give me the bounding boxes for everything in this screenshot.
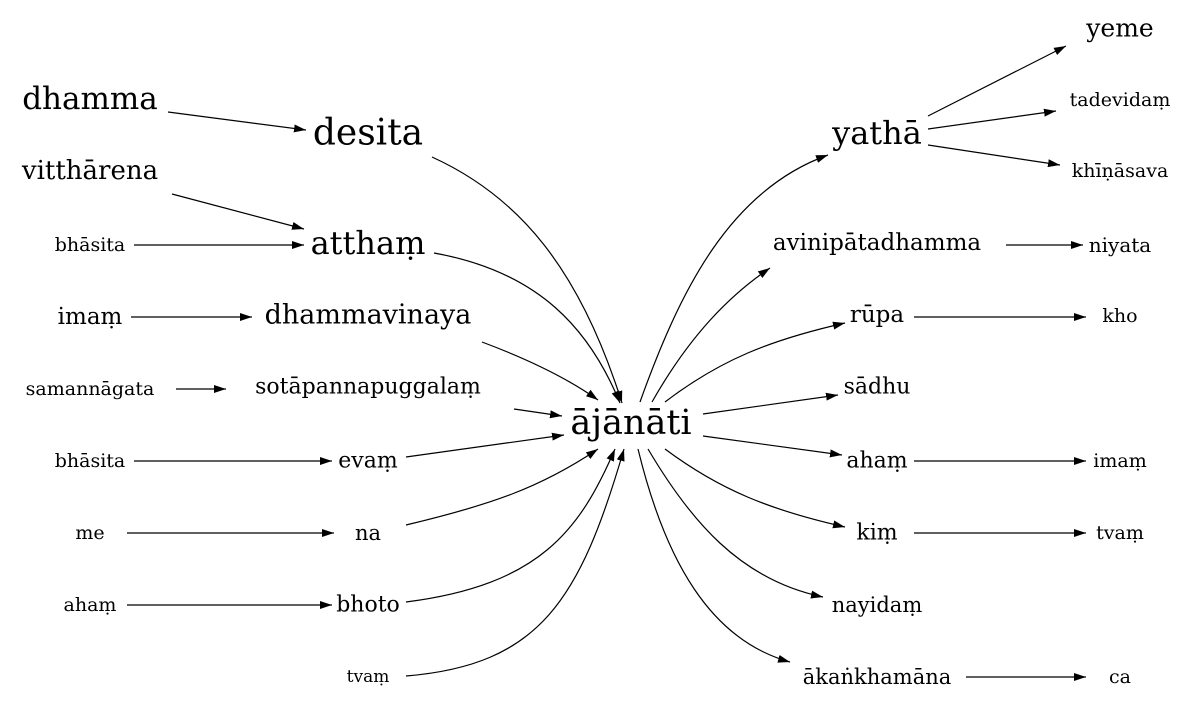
node-me: me <box>75 522 104 544</box>
node-tvam-2: tvaṃ <box>1096 522 1144 544</box>
node-akankhamana: ākaṅkhamāna <box>803 665 952 689</box>
node-vittharena: vitthārena <box>21 156 158 186</box>
edge-na-to-center <box>405 448 599 526</box>
node-na: na <box>355 521 381 545</box>
node-bhasita-1: bhāsita <box>55 234 126 256</box>
node-samannagata: samannāgata <box>26 378 155 400</box>
edge-yatha-to-tadevidam <box>927 108 1057 130</box>
edge-center-to-avinipata <box>651 267 771 403</box>
edge-desita-to-center <box>431 156 623 404</box>
node-desita: desita <box>313 113 423 154</box>
node-imam-1: imaṃ <box>58 304 123 330</box>
node-khinasava: khīṇāsava <box>1072 160 1169 182</box>
edge-center-to-kim <box>664 448 846 529</box>
node-aham-1: ahaṃ <box>64 594 117 616</box>
node-ca: ca <box>1109 666 1131 688</box>
node-niyata: niyata <box>1089 233 1152 257</box>
node-tadevidam: tadevidaṃ <box>1070 89 1171 111</box>
node-aham-2: ahaṃ <box>846 449 907 474</box>
node-bhasita-2: bhāsita <box>55 450 126 472</box>
edge-yatha-to-khinasava <box>927 144 1061 168</box>
edge-evam-to-center <box>405 432 565 458</box>
node-attham: atthaṃ <box>311 224 426 262</box>
node-yatha: yathā <box>831 114 922 152</box>
node-dhammavinaya: dhammavinaya <box>265 300 472 331</box>
node-ajanati: ājānāti <box>570 403 691 443</box>
edge-center-to-rupa <box>664 321 846 403</box>
node-tvam-1: tvaṃ <box>347 667 390 687</box>
edges <box>127 45 1086 681</box>
node-yeme: yeme <box>1085 14 1153 43</box>
node-kho: kho <box>1102 305 1137 327</box>
edge-yatha-to-yeme <box>927 45 1067 117</box>
node-avinipatadhamma: avinipātadhamma <box>773 230 981 256</box>
node-sadhu: sādhu <box>844 375 911 400</box>
edge-tvam1-to-center <box>405 448 625 677</box>
edge-center-to-akankhamana <box>637 448 791 663</box>
edge-sotapanna-to-center <box>513 408 563 419</box>
node-nayidam: nayidaṃ <box>832 593 923 617</box>
edge-vittharena-to-attham <box>171 193 305 230</box>
node-rupa: rūpa <box>850 302 905 328</box>
node-sotapannapuggalam: sotāpannapuggalaṃ <box>255 375 481 400</box>
edge-center-to-nayidam <box>647 448 824 599</box>
edge-attham-to-center <box>433 252 621 404</box>
node-dhamma: dhamma <box>22 81 158 117</box>
node-evam: evaṃ <box>338 449 398 474</box>
edge-dhamma-to-desita <box>167 111 307 133</box>
edge-center-to-aham2 <box>702 435 843 458</box>
edge-bhoto-to-center <box>405 448 616 603</box>
node-bhoto: bhoto <box>336 593 400 618</box>
node-imam-2: imaṃ <box>1093 450 1146 472</box>
node-labels: ājānāti dhamma desita vitthārena atthaṃ … <box>21 14 1170 690</box>
edge-dhammavinaya-to-center <box>481 341 599 401</box>
edge-center-to-sadhu <box>702 392 839 415</box>
node-kim: kiṃ <box>856 521 897 546</box>
edge-center-to-yatha <box>639 154 829 403</box>
